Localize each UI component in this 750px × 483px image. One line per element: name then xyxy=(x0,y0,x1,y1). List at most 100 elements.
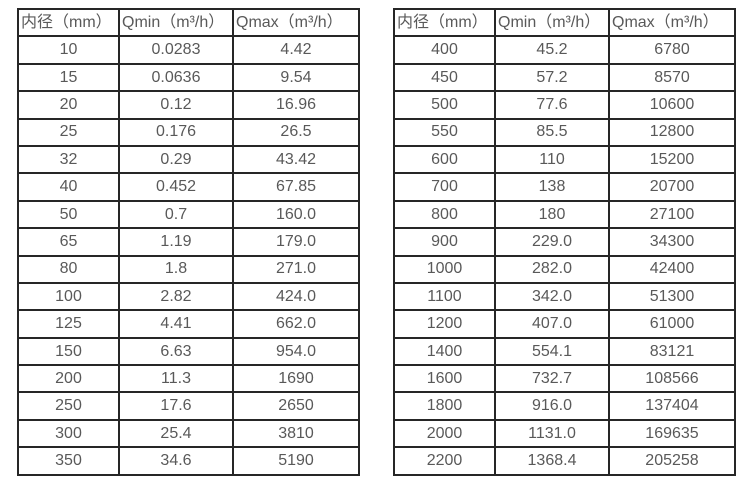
diameter-cell: 1800 xyxy=(393,391,496,421)
column-header-0: 内径（mm） xyxy=(393,7,496,38)
qmin-cell: 57.2 xyxy=(494,62,610,93)
table-row: 20 0.12 16.96 xyxy=(17,90,360,120)
qmax-cell: 15200 xyxy=(608,144,736,175)
qmax-cell: 271.0 xyxy=(232,254,360,284)
qmax-cell: 424.0 xyxy=(232,281,360,312)
qmax-cell: 61000 xyxy=(608,309,736,339)
qmax-cell: 42400 xyxy=(608,254,736,284)
qmin-cell: 0.452 xyxy=(118,172,234,202)
qmax-cell: 4.42 xyxy=(232,35,360,65)
qmax-cell: 27100 xyxy=(608,199,736,230)
diameter-cell: 600 xyxy=(393,144,496,175)
diameter-cell: 700 xyxy=(393,172,496,202)
diameter-cell: 300 xyxy=(17,418,120,449)
qmin-cell: 110 xyxy=(494,144,610,175)
diameter-cell: 25 xyxy=(17,117,120,147)
diameter-cell: 250 xyxy=(17,391,120,421)
table-row: 1200 407.0 61000 xyxy=(393,309,736,339)
flow-table-large-diameters: 内径（mm） Qmin（m³/h） Qmax（m³/h） 400 45.2 6780 450… xyxy=(393,7,736,476)
header-row: 内径（mm） Qmin（m³/h） Qmax（m³/h） xyxy=(17,7,360,38)
table-row: 600 110 15200 xyxy=(393,144,736,175)
diameter-cell: 15 xyxy=(17,62,120,93)
qmin-cell: 0.7 xyxy=(118,199,234,230)
diameter-cell: 500 xyxy=(393,90,496,120)
qmin-cell: 1368.4 xyxy=(494,446,610,476)
qmin-cell: 0.176 xyxy=(118,117,234,147)
diameter-cell: 1200 xyxy=(393,309,496,339)
qmax-cell: 179.0 xyxy=(232,227,360,257)
qmax-cell: 108566 xyxy=(608,364,736,394)
qmax-cell: 43.42 xyxy=(232,144,360,175)
qmin-cell: 6.63 xyxy=(118,336,234,367)
qmax-cell: 16.96 xyxy=(232,90,360,120)
qmin-cell: 85.5 xyxy=(494,117,610,147)
qmax-cell: 8570 xyxy=(608,62,736,93)
diameter-cell: 32 xyxy=(17,144,120,175)
qmax-cell: 160.0 xyxy=(232,199,360,230)
table-row: 15 0.0636 9.54 xyxy=(17,62,360,93)
diameter-cell: 1600 xyxy=(393,364,496,394)
qmin-cell: 34.6 xyxy=(118,446,234,476)
table-row: 125 4.41 662.0 xyxy=(17,309,360,339)
column-header-0: 内径（mm） xyxy=(17,7,120,38)
qmin-cell: 11.3 xyxy=(118,364,234,394)
table-row: 500 77.6 10600 xyxy=(393,90,736,120)
qmin-cell: 180 xyxy=(494,199,610,230)
qmax-cell: 83121 xyxy=(608,336,736,367)
table-row: 100 2.82 424.0 xyxy=(17,281,360,312)
qmin-cell: 25.4 xyxy=(118,418,234,449)
qmax-cell: 67.85 xyxy=(232,172,360,202)
table-row: 25 0.176 26.5 xyxy=(17,117,360,147)
table-row: 40 0.452 67.85 xyxy=(17,172,360,202)
diameter-cell: 2200 xyxy=(393,446,496,476)
table-row: 32 0.29 43.42 xyxy=(17,144,360,175)
table-row: 1000 282.0 42400 xyxy=(393,254,736,284)
qmin-cell: 282.0 xyxy=(494,254,610,284)
table-row: 700 138 20700 xyxy=(393,172,736,202)
column-header-2: Qmax（m³/h） xyxy=(608,7,736,38)
qmin-cell: 342.0 xyxy=(494,281,610,312)
qmax-cell: 1690 xyxy=(232,364,360,394)
diameter-cell: 200 xyxy=(17,364,120,394)
diameter-cell: 80 xyxy=(17,254,120,284)
diameter-cell: 550 xyxy=(393,117,496,147)
qmin-cell: 17.6 xyxy=(118,391,234,421)
table-row: 1800 916.0 137404 xyxy=(393,391,736,421)
table-row: 2200 1368.4 205258 xyxy=(393,446,736,476)
qmin-cell: 4.41 xyxy=(118,309,234,339)
qmin-cell: 407.0 xyxy=(494,309,610,339)
qmin-cell: 1.19 xyxy=(118,227,234,257)
diameter-cell: 10 xyxy=(17,35,120,65)
table-row: 450 57.2 8570 xyxy=(393,62,736,93)
diameter-cell: 900 xyxy=(393,227,496,257)
diameter-cell: 1000 xyxy=(393,254,496,284)
table-row: 350 34.6 5190 xyxy=(17,446,360,476)
qmin-cell: 554.1 xyxy=(494,336,610,367)
table-row: 1600 732.7 108566 xyxy=(393,364,736,394)
diameter-cell: 150 xyxy=(17,336,120,367)
qmax-cell: 137404 xyxy=(608,391,736,421)
table-row: 2000 1131.0 169635 xyxy=(393,418,736,449)
qmin-cell: 45.2 xyxy=(494,35,610,65)
qmin-cell: 916.0 xyxy=(494,391,610,421)
qmin-cell: 0.29 xyxy=(118,144,234,175)
table-row: 550 85.5 12800 xyxy=(393,117,736,147)
diameter-cell: 40 xyxy=(17,172,120,202)
qmin-cell: 138 xyxy=(494,172,610,202)
qmin-cell: 1131.0 xyxy=(494,418,610,449)
qmin-cell: 2.82 xyxy=(118,281,234,312)
table-row: 300 25.4 3810 xyxy=(17,418,360,449)
column-header-1: Qmin（m³/h） xyxy=(494,7,610,38)
qmax-cell: 6780 xyxy=(608,35,736,65)
diameter-cell: 1400 xyxy=(393,336,496,367)
qmax-cell: 3810 xyxy=(232,418,360,449)
diameter-cell: 65 xyxy=(17,227,120,257)
diameter-cell: 350 xyxy=(17,446,120,476)
table-row: 400 45.2 6780 xyxy=(393,35,736,65)
qmax-cell: 34300 xyxy=(608,227,736,257)
diameter-cell: 400 xyxy=(393,35,496,65)
header-row: 内径（mm） Qmin（m³/h） Qmax（m³/h） xyxy=(393,7,736,38)
diameter-cell: 125 xyxy=(17,309,120,339)
diameter-cell: 800 xyxy=(393,199,496,230)
